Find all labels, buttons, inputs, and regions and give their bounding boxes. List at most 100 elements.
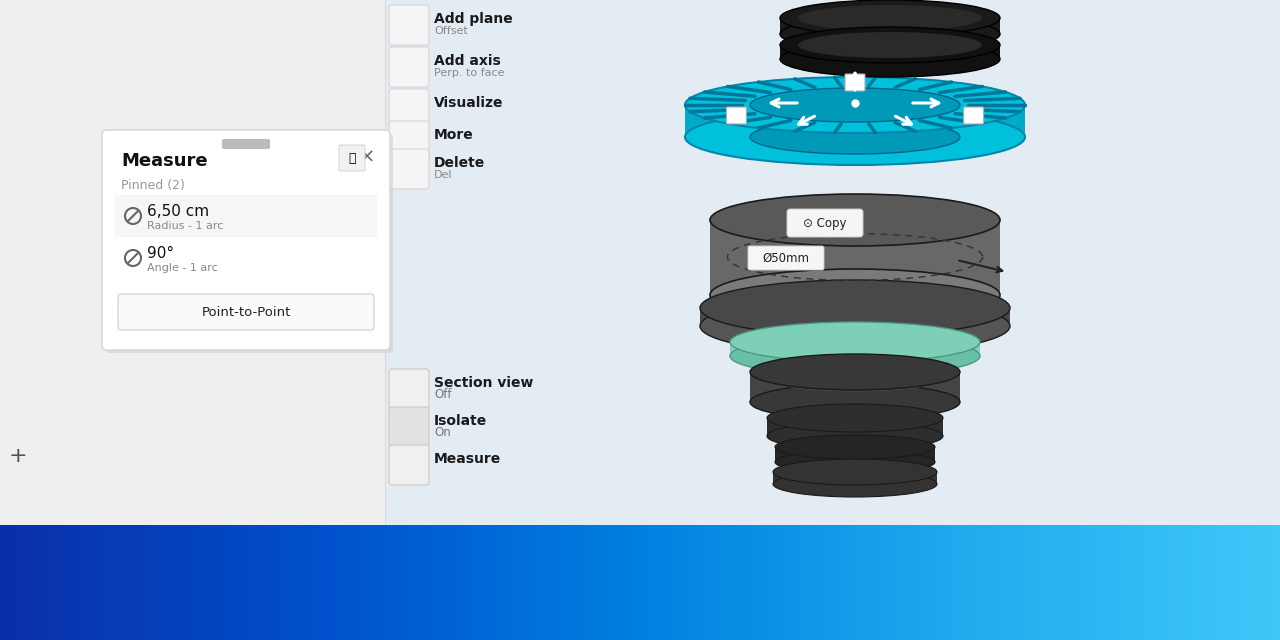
Bar	[968, 525, 977, 640]
Text: Measure: Measure	[122, 152, 207, 170]
Bar	[1112, 525, 1120, 640]
FancyBboxPatch shape	[102, 130, 390, 350]
Text: Section view: Section view	[434, 376, 534, 390]
Bar	[1176, 525, 1184, 640]
Bar	[256, 525, 264, 640]
Bar	[216, 525, 224, 640]
FancyBboxPatch shape	[389, 121, 429, 161]
Text: 🗑: 🗑	[348, 152, 356, 164]
Bar	[408, 525, 416, 640]
Bar	[1201, 525, 1208, 640]
Bar	[1152, 525, 1160, 640]
Bar	[288, 525, 296, 640]
Bar	[96, 525, 104, 640]
Bar	[241, 525, 248, 640]
Bar	[696, 525, 704, 640]
FancyBboxPatch shape	[726, 107, 746, 124]
Bar	[472, 525, 480, 640]
Bar	[1137, 525, 1144, 640]
Bar	[232, 525, 241, 640]
Bar	[56, 525, 64, 640]
FancyBboxPatch shape	[389, 369, 429, 409]
Bar	[1016, 525, 1024, 640]
Ellipse shape	[700, 280, 1010, 336]
Bar	[840, 525, 849, 640]
Bar	[1208, 525, 1216, 640]
Ellipse shape	[774, 450, 934, 474]
Text: Point-to-Point: Point-to-Point	[201, 305, 291, 319]
Bar	[1064, 525, 1073, 640]
Bar	[143, 525, 152, 640]
Bar	[753, 525, 760, 640]
Text: Pinned (2): Pinned (2)	[122, 179, 184, 191]
Bar	[448, 525, 456, 640]
Bar	[1240, 525, 1248, 640]
Bar	[0, 525, 8, 640]
FancyBboxPatch shape	[964, 107, 983, 124]
Bar	[728, 525, 736, 640]
Bar	[1256, 525, 1265, 640]
Bar	[15, 525, 24, 640]
Bar	[529, 525, 536, 640]
Bar	[544, 525, 552, 640]
Ellipse shape	[767, 404, 943, 432]
Bar	[192, 525, 200, 640]
Bar	[984, 525, 992, 640]
Bar	[536, 525, 544, 640]
Bar	[207, 525, 216, 640]
Bar	[1088, 525, 1096, 640]
Bar	[664, 525, 672, 640]
Bar	[456, 525, 465, 640]
Bar	[881, 525, 888, 640]
Ellipse shape	[730, 322, 980, 362]
Bar	[710, 220, 1000, 295]
Ellipse shape	[797, 5, 982, 31]
Bar	[600, 525, 608, 640]
Bar	[767, 418, 943, 436]
Bar	[832, 525, 840, 640]
Bar	[79, 525, 88, 640]
Bar	[128, 525, 136, 640]
Bar	[911, 525, 920, 640]
Bar	[920, 525, 928, 640]
Bar	[1032, 525, 1039, 640]
Bar	[49, 525, 56, 640]
Text: Angle - 1 arc: Angle - 1 arc	[147, 263, 218, 273]
Ellipse shape	[750, 88, 960, 122]
Text: ×: ×	[358, 147, 375, 166]
FancyBboxPatch shape	[787, 209, 863, 237]
Bar	[640, 525, 648, 640]
FancyBboxPatch shape	[748, 246, 824, 270]
Bar	[576, 525, 584, 640]
Ellipse shape	[710, 194, 1000, 246]
Bar	[736, 525, 744, 640]
Ellipse shape	[750, 354, 960, 390]
Text: Ø50mm: Ø50mm	[763, 252, 809, 264]
Text: Off: Off	[434, 388, 452, 401]
Bar	[928, 525, 936, 640]
Bar	[792, 525, 800, 640]
FancyBboxPatch shape	[389, 89, 429, 129]
Bar	[1160, 525, 1169, 640]
Bar	[184, 525, 192, 640]
FancyBboxPatch shape	[118, 294, 374, 330]
Text: Offset: Offset	[434, 26, 467, 36]
Bar	[497, 525, 504, 640]
Bar	[888, 525, 896, 640]
Ellipse shape	[780, 16, 1000, 52]
Bar	[224, 525, 232, 640]
Bar	[488, 525, 497, 640]
Bar	[744, 525, 753, 640]
Ellipse shape	[710, 269, 1000, 321]
Ellipse shape	[774, 435, 934, 459]
Bar	[1103, 525, 1112, 640]
Bar	[773, 472, 937, 484]
Ellipse shape	[750, 384, 960, 420]
Ellipse shape	[760, 361, 950, 391]
Bar	[648, 525, 657, 640]
Bar	[136, 525, 143, 640]
Bar	[335, 525, 344, 640]
Bar	[730, 342, 980, 356]
Bar	[312, 525, 320, 640]
Bar	[424, 525, 433, 640]
